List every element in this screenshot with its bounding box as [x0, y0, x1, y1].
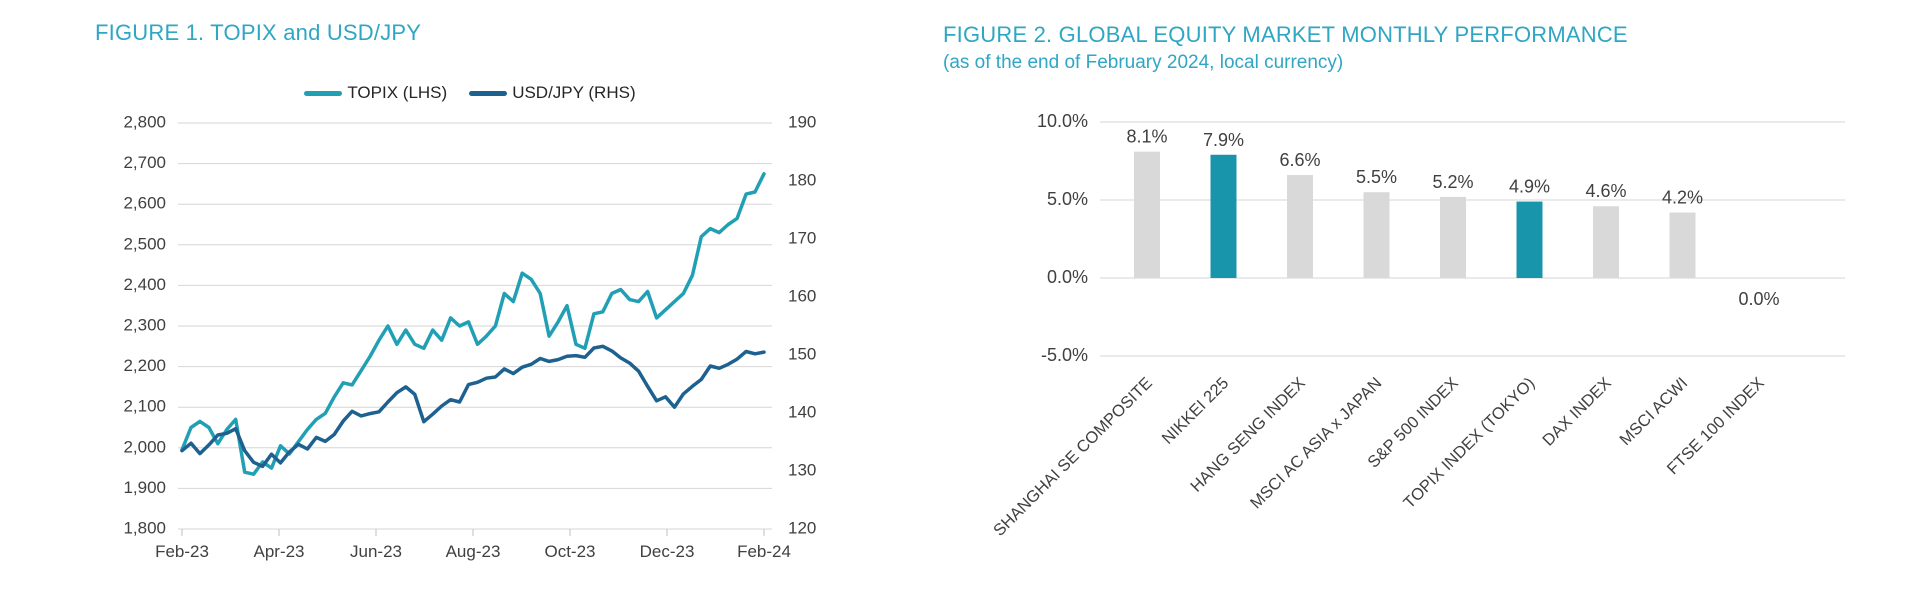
svg-text:TOPIX INDEX (TOKYO): TOPIX INDEX (TOKYO): [1400, 374, 1538, 512]
figure1-legend: TOPIX (LHS) USD/JPY (RHS): [180, 83, 760, 103]
svg-text:SHANGHAI SE COMPOSITE: SHANGHAI SE COMPOSITE: [990, 374, 1156, 540]
fig1-right-axis-labels: 190 180 170 160 150 140 130 120: [788, 112, 816, 537]
svg-text:Aug-23: Aug-23: [446, 542, 501, 561]
fig1-left-axis-labels: 2,800 2,700 2,600 2,500 2,400 2,300 2,200 2,100…: [123, 112, 166, 537]
svg-text:5.2%: 5.2%: [1432, 172, 1473, 192]
svg-text:Feb-23: Feb-23: [155, 542, 209, 561]
svg-text:7.9%: 7.9%: [1203, 130, 1244, 150]
svg-text:6.6%: 6.6%: [1279, 150, 1320, 170]
svg-text:1,900: 1,900: [123, 478, 166, 497]
svg-text:Feb-24: Feb-24: [737, 542, 791, 561]
svg-text:2,100: 2,100: [123, 397, 166, 416]
svg-text:-5.0%: -5.0%: [1041, 345, 1088, 365]
bar-MSCI ACWI: [1669, 212, 1696, 278]
svg-text:MSCI ACWI: MSCI ACWI: [1616, 374, 1691, 449]
bar-MSCI AC ASIA x JAPAN: [1363, 192, 1390, 278]
svg-text:120: 120: [788, 518, 816, 537]
fig2-bars: [1134, 151, 1696, 278]
fig1-x-axis-labels: Feb-23 Apr-23 Jun-23 Aug-23 Oct-23 Dec-23 Feb-…: [155, 529, 791, 561]
bar-SHANGHAI SE COMPOSITE: [1134, 151, 1160, 278]
svg-text:2,700: 2,700: [123, 153, 166, 172]
svg-text:2,000: 2,000: [123, 437, 166, 456]
svg-text:1,800: 1,800: [123, 518, 166, 537]
legend-item-topix: TOPIX (LHS): [304, 83, 447, 103]
svg-text:2,800: 2,800: [123, 112, 166, 131]
legend-label: USD/JPY (RHS): [512, 83, 636, 102]
svg-text:2,400: 2,400: [123, 275, 166, 294]
svg-text:Apr-23: Apr-23: [253, 542, 304, 561]
svg-text:2,600: 2,600: [123, 194, 166, 213]
svg-text:DAX INDEX: DAX INDEX: [1539, 374, 1615, 450]
svg-text:180: 180: [788, 170, 816, 189]
legend-swatch-usdjpy: [469, 90, 508, 96]
svg-text:170: 170: [788, 228, 816, 247]
svg-text:Jun-23: Jun-23: [350, 542, 402, 561]
svg-text:4.2%: 4.2%: [1662, 187, 1703, 207]
figure2-title: FIGURE 2. GLOBAL EQUITY MARKET MONTHLY P…: [943, 22, 1628, 47]
svg-text:NIKKEI 225: NIKKEI 225: [1159, 374, 1233, 448]
bar-HANG SENG INDEX: [1287, 175, 1313, 278]
bar-S&P 500 INDEX: [1440, 196, 1466, 278]
svg-text:0.0%: 0.0%: [1047, 267, 1088, 287]
fig1-gridlines: [178, 122, 772, 530]
svg-text:2,500: 2,500: [123, 234, 166, 253]
bar-TOPIX INDEX (TOKYO): [1516, 201, 1543, 278]
svg-text:5.0%: 5.0%: [1047, 189, 1088, 209]
svg-text:8.1%: 8.1%: [1126, 127, 1167, 147]
svg-text:2,300: 2,300: [123, 315, 166, 334]
svg-text:MSCI AC ASIA x JAPAN: MSCI AC ASIA x JAPAN: [1247, 374, 1385, 512]
fig2-y-axis-labels: 10.0% 5.0% 0.0% -5.0%: [1037, 111, 1088, 365]
svg-text:130: 130: [788, 460, 816, 479]
usdjpy-line: [180, 344, 766, 469]
svg-text:160: 160: [788, 286, 816, 305]
fig2-data-labels: 8.1% 7.9% 6.6% 5.5% 5.2% 4.9% 4.6% 4.2% 0.0%: [1126, 127, 1779, 309]
legend-item-usdjpy: USD/JPY (RHS): [469, 83, 636, 103]
legend-label: TOPIX (LHS): [347, 83, 448, 102]
svg-text:Oct-23: Oct-23: [544, 542, 595, 561]
svg-text:140: 140: [788, 402, 816, 421]
figure2-subtitle: (as of the end of February 2024, local c…: [943, 52, 1344, 73]
svg-text:190: 190: [788, 112, 816, 131]
svg-text:0.0%: 0.0%: [1738, 289, 1779, 309]
svg-text:10.0%: 10.0%: [1037, 111, 1088, 131]
figure1-title: FIGURE 1. TOPIX and USD/JPY: [95, 20, 422, 45]
topix-line: [180, 172, 766, 476]
svg-text:5.5%: 5.5%: [1356, 167, 1397, 187]
svg-text:4.9%: 4.9%: [1509, 177, 1550, 197]
svg-text:4.6%: 4.6%: [1585, 181, 1626, 201]
legend-swatch-topix: [304, 90, 343, 96]
svg-text:Dec-23: Dec-23: [640, 542, 695, 561]
bar-NIKKEI 225: [1210, 154, 1237, 278]
bar-DAX INDEX: [1593, 206, 1619, 278]
svg-text:150: 150: [788, 344, 816, 363]
svg-text:2,200: 2,200: [123, 356, 166, 375]
